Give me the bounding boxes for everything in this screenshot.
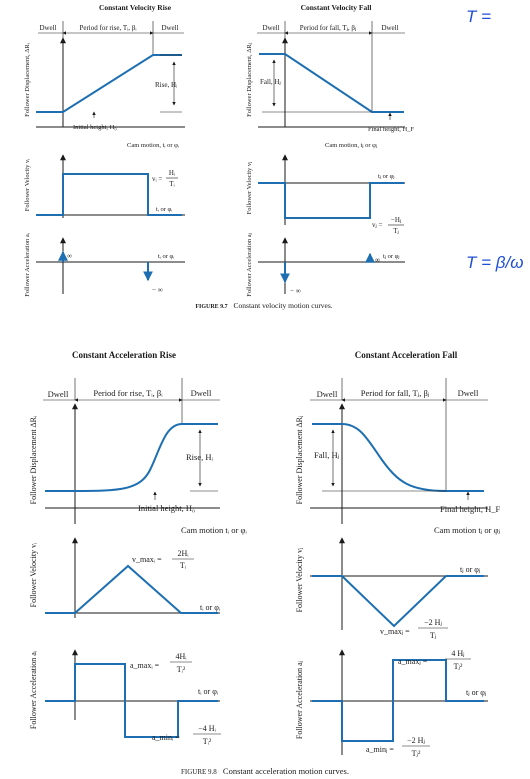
ca-fall-final-height: Final height, H_F — [440, 504, 500, 514]
ca-rise-ylabel-disp: Follower Displacement ΔRᵢ — [29, 415, 38, 504]
cv-fall-title: Constant Velocity Fall — [301, 3, 372, 12]
cv-rise-title: Constant Velocity Rise — [99, 3, 172, 12]
cv-rise-initial-height: Initial height, H₀ — [73, 124, 117, 131]
cv-fall-inf: ∞ — [375, 256, 380, 264]
cv-rise-ylabel-acc: Follower Acceleration aᵢ — [24, 232, 31, 296]
ca-fall-acceleration-curve — [312, 659, 484, 742]
cv-rise-panel: Constant Velocity Rise Dwell Period for … — [24, 3, 185, 297]
cv-fall-cam-motion: Cam motion, tⱼ or φⱼ — [325, 142, 377, 149]
ca-fall-t-or-phi-vel: tⱼ or φⱼ — [460, 565, 480, 574]
ca-rise-period: Period for rise, Tᵢ, βᵢ — [93, 388, 163, 398]
ca-fall-vmax-lhs: v_maxⱼ = — [380, 627, 410, 636]
ca-rise-vmax-num: 2Hᵢ — [177, 549, 189, 558]
ca-fall-amin-lhs: a_minⱼ = — [366, 745, 394, 754]
cv-rise-neg-inf: − ∞ — [152, 286, 163, 294]
ca-fall-ylabel-vel: Follower Velocity vⱼ — [295, 548, 304, 613]
cv-fall-vel-den: Tⱼ — [393, 227, 399, 235]
ca-rise-amax-num: 4Hᵢ — [175, 652, 187, 661]
ca-fall-vmax-den: Tⱼ — [430, 631, 436, 640]
ca-rise-rise-label: Rise, Hᵢ — [186, 452, 214, 462]
cv-rise-rise-label: Rise, Hᵢ — [155, 81, 178, 89]
ca-fall-t-or-phi-acc: tⱼ or φⱼ — [466, 688, 486, 697]
handwritten-t-beta-omega: T = β/ω — [466, 253, 523, 272]
ca-fall-velocity-curve — [312, 575, 484, 628]
ca-fall-panel: Constant Acceleration Fall Dwell Period … — [295, 350, 500, 758]
ca-rise-acceleration-curve — [45, 663, 218, 738]
ca-rise-amax-lhs: a_maxᵢ = — [130, 661, 160, 670]
cv-rise-t-or-phi-vel: tᵢ or φᵢ — [156, 206, 173, 213]
cv-fall-t-or-phi-vel: tⱼ or φⱼ — [378, 173, 395, 180]
ca-rise-t-or-phi-acc: tᵢ or φᵢ — [198, 687, 219, 696]
ca-fall-amin-den: Tⱼ² — [412, 749, 421, 758]
cv-fall-ylabel-acc: Follower Acceleration aⱼ — [246, 233, 253, 297]
ca-rise-velocity-curve — [45, 564, 218, 614]
ca-fall-vmax-num: −2 Hⱼ — [424, 618, 442, 627]
ca-fall-ylabel-disp: Follower Displacement ΔRⱼ — [295, 416, 304, 505]
ca-fall-amax-lhs: a_maxⱼ = — [398, 657, 428, 666]
fig97-caption: FIGURE 9.7 Constant velocity motion curv… — [195, 301, 332, 310]
cv-rise-dwell-right: Dwell — [161, 24, 178, 32]
cv-fall-neg-inf: − ∞ — [290, 287, 301, 295]
ca-rise-ylabel-vel: Follower Velocity vᵢ — [29, 542, 38, 607]
ca-fall-dwell-left: Dwell — [317, 389, 338, 399]
ca-rise-title: Constant Acceleration Rise — [72, 350, 176, 360]
cv-fall-period: Period for fall, Tⱼ, βⱼ — [300, 24, 356, 32]
ca-rise-vmax-lhs: v_maxᵢ = — [132, 555, 162, 564]
ca-rise-panel: Constant Acceleration Rise Dwell Period … — [29, 350, 247, 746]
handwritten-t-equals: T = — [466, 7, 491, 26]
cv-rise-dwell-left: Dwell — [39, 24, 56, 32]
cv-rise-ylabel-vel: Follower Velocity vᵢ — [24, 158, 31, 212]
ca-rise-amin-lhs: a_minᵢ = — [152, 733, 180, 742]
cv-rise-t-or-phi-acc: tᵢ or φᵢ — [158, 253, 175, 260]
fig98-caption-num: FIGURE 9.8 — [181, 768, 217, 776]
fig97-caption-text: Constant velocity motion curves. — [234, 301, 333, 310]
cv-rise-inf: ∞ — [67, 252, 72, 260]
cv-fall-velocity-curve — [258, 182, 404, 219]
cv-fall-dwell-left: Dwell — [262, 24, 279, 32]
ca-fall-cam-motion: Cam motion tⱼ or φⱼ — [434, 525, 500, 535]
cv-fall-dwell-right: Dwell — [381, 24, 398, 32]
cv-fall-final-height: Final height, H_F — [368, 126, 414, 133]
ca-rise-ylabel-acc: Follower Acceleration aᵢ — [29, 650, 38, 729]
cv-rise-vel-num: Hᵢ — [169, 169, 176, 177]
ca-rise-cam-motion: Cam motion tᵢ or φᵢ — [181, 525, 247, 535]
cv-rise-vel-lhs: vᵢ = — [152, 175, 162, 183]
ca-rise-displacement-curve — [45, 423, 218, 492]
cv-rise-vel-den: Tᵢ — [169, 180, 175, 188]
ca-fall-amax-num: 4 Hⱼ — [451, 649, 464, 658]
cv-fall-vel-num: −Hⱼ — [391, 216, 401, 224]
fig97-caption-num: FIGURE 9.7 — [195, 304, 227, 310]
fig98-caption-text: Constant acceleration motion curves. — [223, 766, 349, 776]
ca-rise-amin-den: Tᵢ² — [203, 737, 212, 746]
cv-fall-ylabel-disp: Follower Displacement, ΔRⱼ — [246, 43, 253, 117]
ca-rise-amax-den: Tᵢ² — [177, 665, 186, 674]
ca-fall-amin-num: −2 Hⱼ — [407, 736, 425, 745]
ca-rise-dwell-left: Dwell — [48, 389, 69, 399]
cv-rise-period: Period for rise, Tᵢ, βᵢ — [79, 24, 137, 32]
cv-fall-ylabel-vel: Follower Velocity vⱼ — [246, 162, 253, 215]
cv-rise-ylabel-disp: Follower Displacement, ΔRᵢ — [24, 42, 31, 117]
cv-rise-velocity-curve — [36, 173, 182, 216]
ca-rise-dwell-right: Dwell — [191, 388, 212, 398]
fig98-caption: FIGURE 9.8 Constant acceleration motion … — [181, 766, 349, 776]
cv-fall-panel: Constant Velocity Fall Dwell Period for … — [246, 3, 414, 297]
cv-fall-t-or-phi-acc: tⱼ or φⱼ — [383, 253, 400, 260]
ca-fall-dwell-right: Dwell — [458, 388, 479, 398]
cv-fall-fall-label: Fall, Hⱼ — [260, 78, 281, 86]
ca-rise-vmax-den: Tᵢ — [180, 561, 187, 570]
ca-fall-ylabel-acc: Follower Acceleration aⱼ — [295, 661, 304, 739]
ca-fall-period: Period for fall, Tⱼ, βⱼ — [361, 388, 430, 398]
cv-rise-cam-motion: Cam motion, tᵢ or φᵢ — [127, 142, 180, 149]
ca-fall-fall-label: Fall, Hⱼ — [314, 450, 340, 460]
ca-rise-t-or-phi-vel: tᵢ or φᵢ — [200, 603, 221, 612]
ca-fall-amax-den: Tⱼ² — [454, 662, 463, 671]
cv-fall-displacement-curve — [259, 53, 404, 113]
ca-rise-initial-height: Initial height, H₀ — [138, 503, 195, 513]
ca-rise-amin-num: −4 Hᵢ — [198, 724, 216, 733]
ca-fall-title: Constant Acceleration Fall — [355, 350, 458, 360]
cv-fall-vel-lhs: vⱼ = — [372, 221, 382, 229]
ca-fall-displacement-curve — [312, 423, 484, 492]
